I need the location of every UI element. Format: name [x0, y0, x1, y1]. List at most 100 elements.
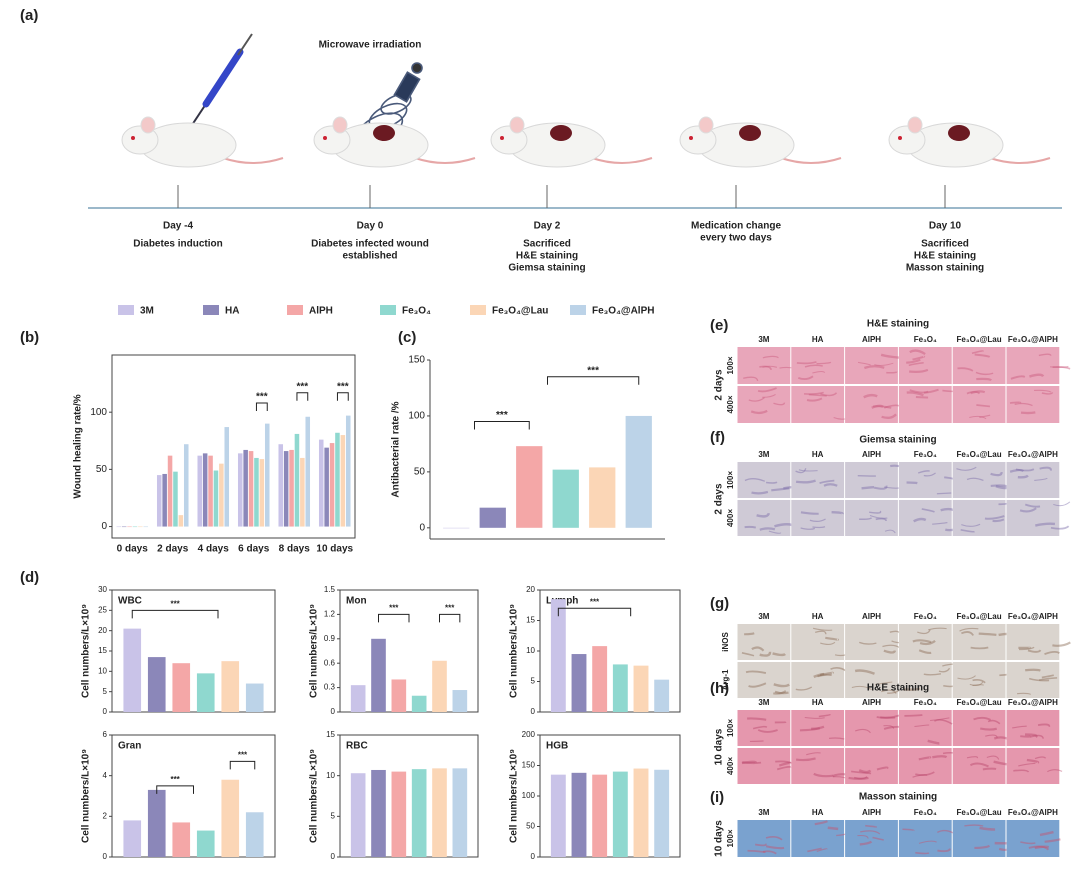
- tissue-texture: [1041, 391, 1054, 395]
- tissue-texture: [765, 835, 783, 841]
- bar: [183, 444, 189, 527]
- column-header: Fe₃O₄@Lau: [957, 612, 1002, 621]
- mouse: [888, 116, 1051, 168]
- y-tick-label: 20: [526, 585, 535, 594]
- x-tick-label: 6 days: [238, 544, 270, 555]
- panel-label: (b): [20, 329, 39, 346]
- tissue-texture: [1029, 373, 1045, 378]
- panel-title: Masson staining: [859, 792, 937, 803]
- tissue-texture: [980, 727, 998, 731]
- bar: [345, 415, 351, 527]
- significance-bracket: [131, 609, 219, 619]
- tissue-texture: [1044, 838, 1061, 843]
- significance-bracket: [378, 613, 410, 623]
- bar: [443, 527, 470, 529]
- column-header: AlPH: [862, 698, 881, 707]
- bar: [173, 471, 178, 527]
- mouse-eye: [689, 136, 693, 140]
- tissue-texture: [828, 737, 845, 740]
- tissue-texture: [752, 725, 768, 730]
- tissue-texture: [902, 828, 915, 832]
- tissue-texture: [762, 393, 776, 398]
- tissue-texture: [1019, 507, 1037, 513]
- bar: [264, 423, 270, 527]
- micrograph: [791, 662, 845, 698]
- tissue-texture: [757, 387, 777, 393]
- column-header: Fe₃O₄@AlPH: [1008, 335, 1058, 344]
- y-tick-label: 25: [98, 605, 107, 614]
- micrograph: [1006, 347, 1060, 384]
- tissue-texture: [803, 391, 824, 395]
- tissue-texture: [992, 518, 1005, 523]
- tissue-texture: [795, 686, 813, 691]
- bar: [350, 773, 366, 857]
- column-header: Fe₃O₄@Lau: [957, 698, 1002, 707]
- significance-label: ***: [337, 381, 349, 392]
- bar: [196, 830, 215, 857]
- tissue-texture: [756, 512, 770, 518]
- tissue-texture: [744, 632, 755, 636]
- tissue-texture: [1016, 692, 1031, 695]
- tissue-texture: [765, 481, 778, 484]
- tissue-texture: [747, 849, 766, 854]
- tissue-texture: [1012, 725, 1027, 729]
- bar: [294, 433, 300, 527]
- column-header: HA: [812, 335, 824, 344]
- tissue-texture: [927, 739, 940, 745]
- tissue-texture: [751, 490, 769, 495]
- column-header: 3M: [758, 808, 769, 817]
- tissue-texture: [883, 725, 895, 729]
- micrograph: [737, 386, 791, 423]
- tissue-texture: [1025, 668, 1041, 672]
- y-tick-label: 15: [326, 730, 335, 739]
- tissue-texture: [851, 770, 872, 775]
- bar: [571, 654, 587, 712]
- micrograph: [898, 820, 952, 857]
- y-tick-label: 0: [531, 852, 536, 861]
- micrograph: [898, 462, 952, 498]
- wound: [373, 125, 395, 141]
- tissue-texture: [1015, 468, 1035, 472]
- tissue-texture: [744, 478, 765, 482]
- bar: [625, 415, 652, 528]
- event-text: Diabetes infected wound: [311, 239, 429, 250]
- plot-frame: [339, 734, 479, 858]
- tissue-texture: [1026, 758, 1040, 764]
- micrograph: [845, 462, 898, 498]
- tissue-texture: [800, 511, 819, 515]
- tissue-texture: [778, 761, 792, 767]
- tissue-texture: [751, 646, 765, 652]
- tissue-texture: [759, 365, 772, 371]
- mouse-ear: [509, 116, 525, 134]
- legend-swatch: [287, 305, 303, 315]
- tissue-texture: [973, 716, 991, 721]
- tissue-texture: [974, 844, 991, 850]
- y-tick-label: 150: [522, 761, 536, 770]
- bar: [127, 526, 132, 528]
- tissue-texture: [800, 527, 816, 530]
- significance-bracket: [156, 785, 194, 794]
- tissue-texture: [883, 404, 900, 409]
- tissue-texture: [874, 362, 894, 367]
- tissue-texture: [1047, 769, 1063, 773]
- row-label: 100×: [726, 719, 735, 737]
- tissue-texture: [914, 724, 930, 728]
- bar: [259, 459, 265, 527]
- bar: [633, 665, 649, 712]
- tissue-texture: [1009, 401, 1022, 404]
- bar: [162, 473, 167, 527]
- micrograph: [737, 662, 791, 698]
- bar: [305, 416, 311, 527]
- micrograph: [791, 386, 845, 423]
- micrograph: [845, 820, 898, 857]
- tissue-texture: [773, 690, 787, 695]
- micrograph: [1006, 500, 1060, 536]
- bar: [213, 470, 219, 527]
- micrograph: [791, 462, 845, 498]
- y-tick-label: 10: [326, 771, 335, 780]
- bar: [329, 443, 335, 527]
- column-header: Fe₃O₄@Lau: [957, 808, 1002, 817]
- tissue-texture: [937, 848, 951, 853]
- tissue-texture: [969, 762, 989, 768]
- mouse-tail: [780, 157, 842, 164]
